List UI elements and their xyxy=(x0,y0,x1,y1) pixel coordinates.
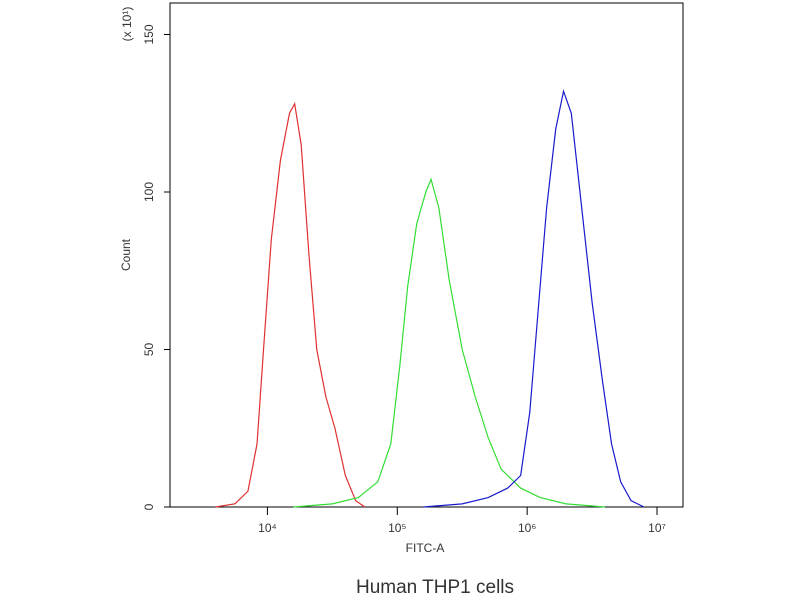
y-tick-label: 50 xyxy=(142,343,156,357)
y-multiplier: (x 10¹) xyxy=(120,7,134,42)
histogram-line xyxy=(423,88,645,508)
y-tick-label: 0 xyxy=(142,503,156,510)
histogram-line xyxy=(215,101,366,508)
x-tick-label: 10⁴ xyxy=(258,521,277,535)
x-tick-label: 10⁶ xyxy=(518,521,536,535)
plot-frame xyxy=(169,2,684,508)
x-axis-label: FITC-A xyxy=(406,541,445,555)
x-tick-label: 10⁵ xyxy=(388,521,406,535)
x-tick-label: 10⁷ xyxy=(648,521,666,535)
chart-title: Human THP1 cells xyxy=(356,577,514,598)
y-tick-label: 150 xyxy=(142,24,156,44)
y-tick-label: 100 xyxy=(142,182,156,202)
histogram-line xyxy=(293,177,606,508)
y-axis-label: Count xyxy=(119,238,133,271)
